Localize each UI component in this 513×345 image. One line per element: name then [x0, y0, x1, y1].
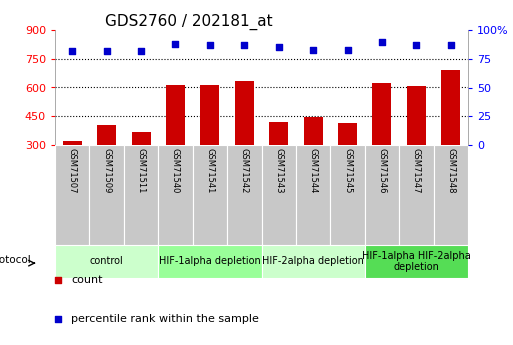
Text: GSM71545: GSM71545: [343, 148, 352, 194]
Point: [240, 42, 248, 48]
Point: [137, 48, 145, 53]
Text: count: count: [71, 275, 103, 285]
Point: [171, 41, 180, 47]
Bar: [330, 145, 365, 245]
Text: GSM71548: GSM71548: [446, 148, 456, 194]
Bar: [365, 145, 399, 245]
Text: GSM71546: GSM71546: [378, 148, 386, 194]
Point: [343, 47, 351, 52]
Bar: [372, 83, 391, 145]
Bar: [63, 141, 82, 145]
Text: HIF-1alpha HIF-2alpha
depletion: HIF-1alpha HIF-2alpha depletion: [362, 251, 471, 272]
Bar: [97, 125, 116, 145]
Bar: [365, 245, 468, 278]
Bar: [235, 81, 254, 145]
Point: [206, 42, 214, 48]
Point: [274, 45, 283, 50]
Bar: [227, 145, 262, 245]
Text: GSM71547: GSM71547: [412, 148, 421, 194]
Bar: [262, 245, 365, 278]
Bar: [304, 117, 323, 145]
Bar: [296, 145, 330, 245]
Point: [447, 42, 455, 48]
Text: control: control: [90, 256, 124, 266]
Text: HIF-2alpha depletion: HIF-2alpha depletion: [262, 256, 364, 266]
Text: protocol: protocol: [0, 255, 30, 265]
Bar: [131, 131, 150, 145]
Bar: [433, 145, 468, 245]
Text: HIF-1alpha depletion: HIF-1alpha depletion: [159, 256, 261, 266]
Point: [103, 48, 111, 53]
Bar: [193, 145, 227, 245]
Point: [54, 277, 62, 283]
Bar: [89, 145, 124, 245]
Bar: [55, 145, 89, 245]
Point: [68, 48, 76, 53]
Bar: [166, 85, 185, 145]
Bar: [55, 245, 158, 278]
Bar: [407, 86, 426, 145]
Bar: [269, 122, 288, 145]
Text: GSM71544: GSM71544: [309, 148, 318, 194]
Text: GSM71511: GSM71511: [136, 148, 146, 194]
Point: [378, 39, 386, 44]
Text: GSM71507: GSM71507: [68, 148, 77, 194]
Bar: [124, 145, 158, 245]
Bar: [158, 245, 262, 278]
Point: [412, 42, 421, 48]
Point: [309, 47, 317, 52]
Bar: [201, 85, 220, 145]
Text: GSM71509: GSM71509: [102, 148, 111, 194]
Bar: [338, 123, 357, 145]
Text: GSM71542: GSM71542: [240, 148, 249, 194]
Point: [54, 316, 62, 322]
Text: GSM71540: GSM71540: [171, 148, 180, 194]
Bar: [399, 145, 433, 245]
Text: GDS2760 / 202181_at: GDS2760 / 202181_at: [105, 14, 272, 30]
Bar: [441, 70, 460, 145]
Text: GSM71543: GSM71543: [274, 148, 283, 194]
Bar: [262, 145, 296, 245]
Text: percentile rank within the sample: percentile rank within the sample: [71, 314, 259, 324]
Text: GSM71541: GSM71541: [205, 148, 214, 194]
Bar: [158, 145, 193, 245]
